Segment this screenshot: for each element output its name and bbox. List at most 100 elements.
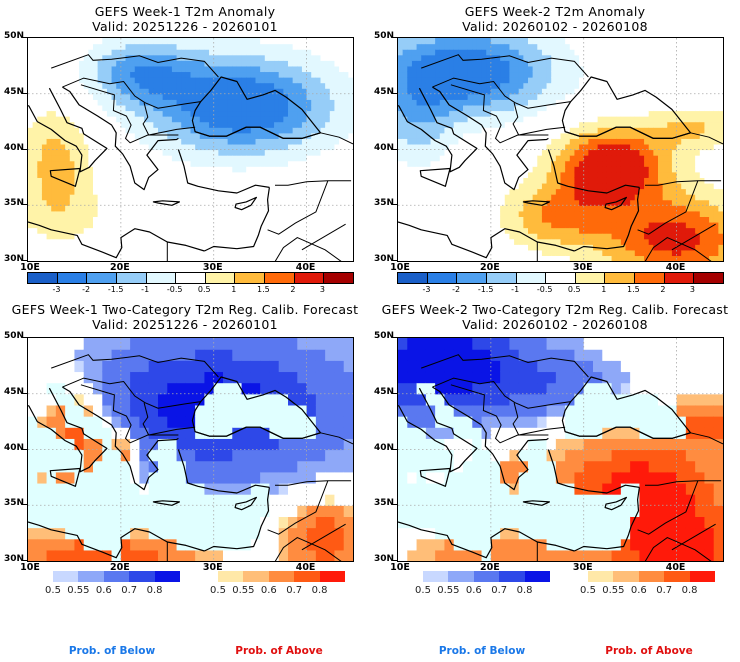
grid-cell <box>120 49 127 56</box>
grid-cell <box>274 99 280 106</box>
grid-cell <box>593 182 599 190</box>
grid-cell <box>439 71 446 78</box>
grid-cell <box>458 143 464 151</box>
grid-cell <box>88 132 94 139</box>
grid-cell <box>41 244 48 251</box>
grid-cell <box>616 143 622 151</box>
grid-cell <box>602 255 608 261</box>
grid-cell <box>46 249 52 257</box>
grid-cell <box>514 77 520 84</box>
grid-cell <box>134 216 141 223</box>
grid-cell <box>630 138 636 145</box>
grid-cell <box>398 71 404 78</box>
grid-cell <box>65 49 71 56</box>
grid-cell <box>162 132 168 139</box>
grid-cell <box>569 194 576 201</box>
grid-cell <box>532 160 538 167</box>
grid-cell <box>69 143 76 151</box>
grid-cell <box>288 71 294 78</box>
grid-cell <box>181 182 187 190</box>
grid-cell <box>55 54 62 61</box>
grid-cell <box>551 65 557 73</box>
grid-cell <box>532 255 538 261</box>
grid-cell <box>283 160 289 167</box>
grid-cell <box>116 182 122 190</box>
grid-cell <box>579 155 585 162</box>
grid-cell <box>463 221 469 229</box>
grid-cell <box>616 238 622 245</box>
grid-cell <box>630 88 636 95</box>
grid-cell <box>79 138 85 145</box>
grid-cell <box>162 227 168 234</box>
grid-cell <box>167 116 173 123</box>
grid-cell <box>236 99 243 106</box>
grid-cell <box>348 205 353 212</box>
grid-cell <box>616 199 622 206</box>
grid-cell <box>88 227 94 234</box>
grid-cell <box>490 71 497 78</box>
grid-cell <box>130 182 136 190</box>
grid-cell <box>60 199 66 206</box>
grid-cell <box>532 166 538 173</box>
grid-cell <box>162 121 168 128</box>
grid-cell <box>102 43 108 50</box>
grid-cell <box>541 132 548 139</box>
grid-cell <box>28 171 34 178</box>
grid-cell <box>411 255 418 261</box>
grid-cell <box>602 194 608 201</box>
grid-cell <box>439 38 446 45</box>
grid-cell <box>500 99 506 106</box>
grid-cell <box>176 182 182 190</box>
grid-cell <box>593 210 599 217</box>
grid-cell <box>509 54 515 61</box>
grid-cell <box>195 233 201 240</box>
grid-cell <box>334 54 340 61</box>
grid-cell <box>430 249 436 257</box>
grid-cell <box>97 216 103 223</box>
grid-cell <box>130 143 136 151</box>
grid-cell <box>541 182 548 190</box>
grid-cell <box>625 194 631 201</box>
grid-cell <box>209 99 215 106</box>
grid-cell <box>60 205 66 212</box>
grid-cell <box>546 49 552 56</box>
grid-cell <box>500 199 506 206</box>
grid-cell <box>320 104 326 112</box>
grid-cell <box>490 171 497 178</box>
grid-cell <box>223 199 229 206</box>
grid-cell <box>402 110 408 117</box>
grid-cell <box>51 132 57 139</box>
grid-cell <box>555 182 562 190</box>
grid-cell <box>476 238 483 245</box>
grid-cell <box>472 216 478 223</box>
grid-cell <box>644 138 650 145</box>
grid-cell <box>278 171 284 178</box>
grid-cell <box>60 155 66 162</box>
grid-cell <box>453 171 459 178</box>
grid-cell <box>467 138 473 145</box>
grid-cell <box>301 88 308 95</box>
grid-cell <box>583 110 589 117</box>
grid-cell <box>264 93 271 100</box>
coastline <box>177 149 270 194</box>
grid-cell <box>190 238 196 245</box>
grid-cell <box>283 205 289 212</box>
grid-cell <box>402 221 408 229</box>
grid-cell <box>597 38 603 45</box>
grid-cell <box>472 233 478 240</box>
grid-cell <box>28 227 34 234</box>
grid-cell <box>246 54 252 61</box>
grid-cell <box>569 38 576 45</box>
grid-cell <box>407 244 413 251</box>
grid-cell <box>602 238 608 245</box>
grid-cell <box>537 43 543 50</box>
grid-cell <box>435 221 441 229</box>
grid-cell <box>467 216 473 223</box>
grid-cell <box>509 38 515 45</box>
grid-cell <box>490 166 497 173</box>
grid-cell <box>402 155 408 162</box>
grid-cell <box>32 82 38 89</box>
grid-cell <box>139 60 145 67</box>
grid-cell <box>523 138 529 145</box>
grid-cell <box>339 88 345 95</box>
